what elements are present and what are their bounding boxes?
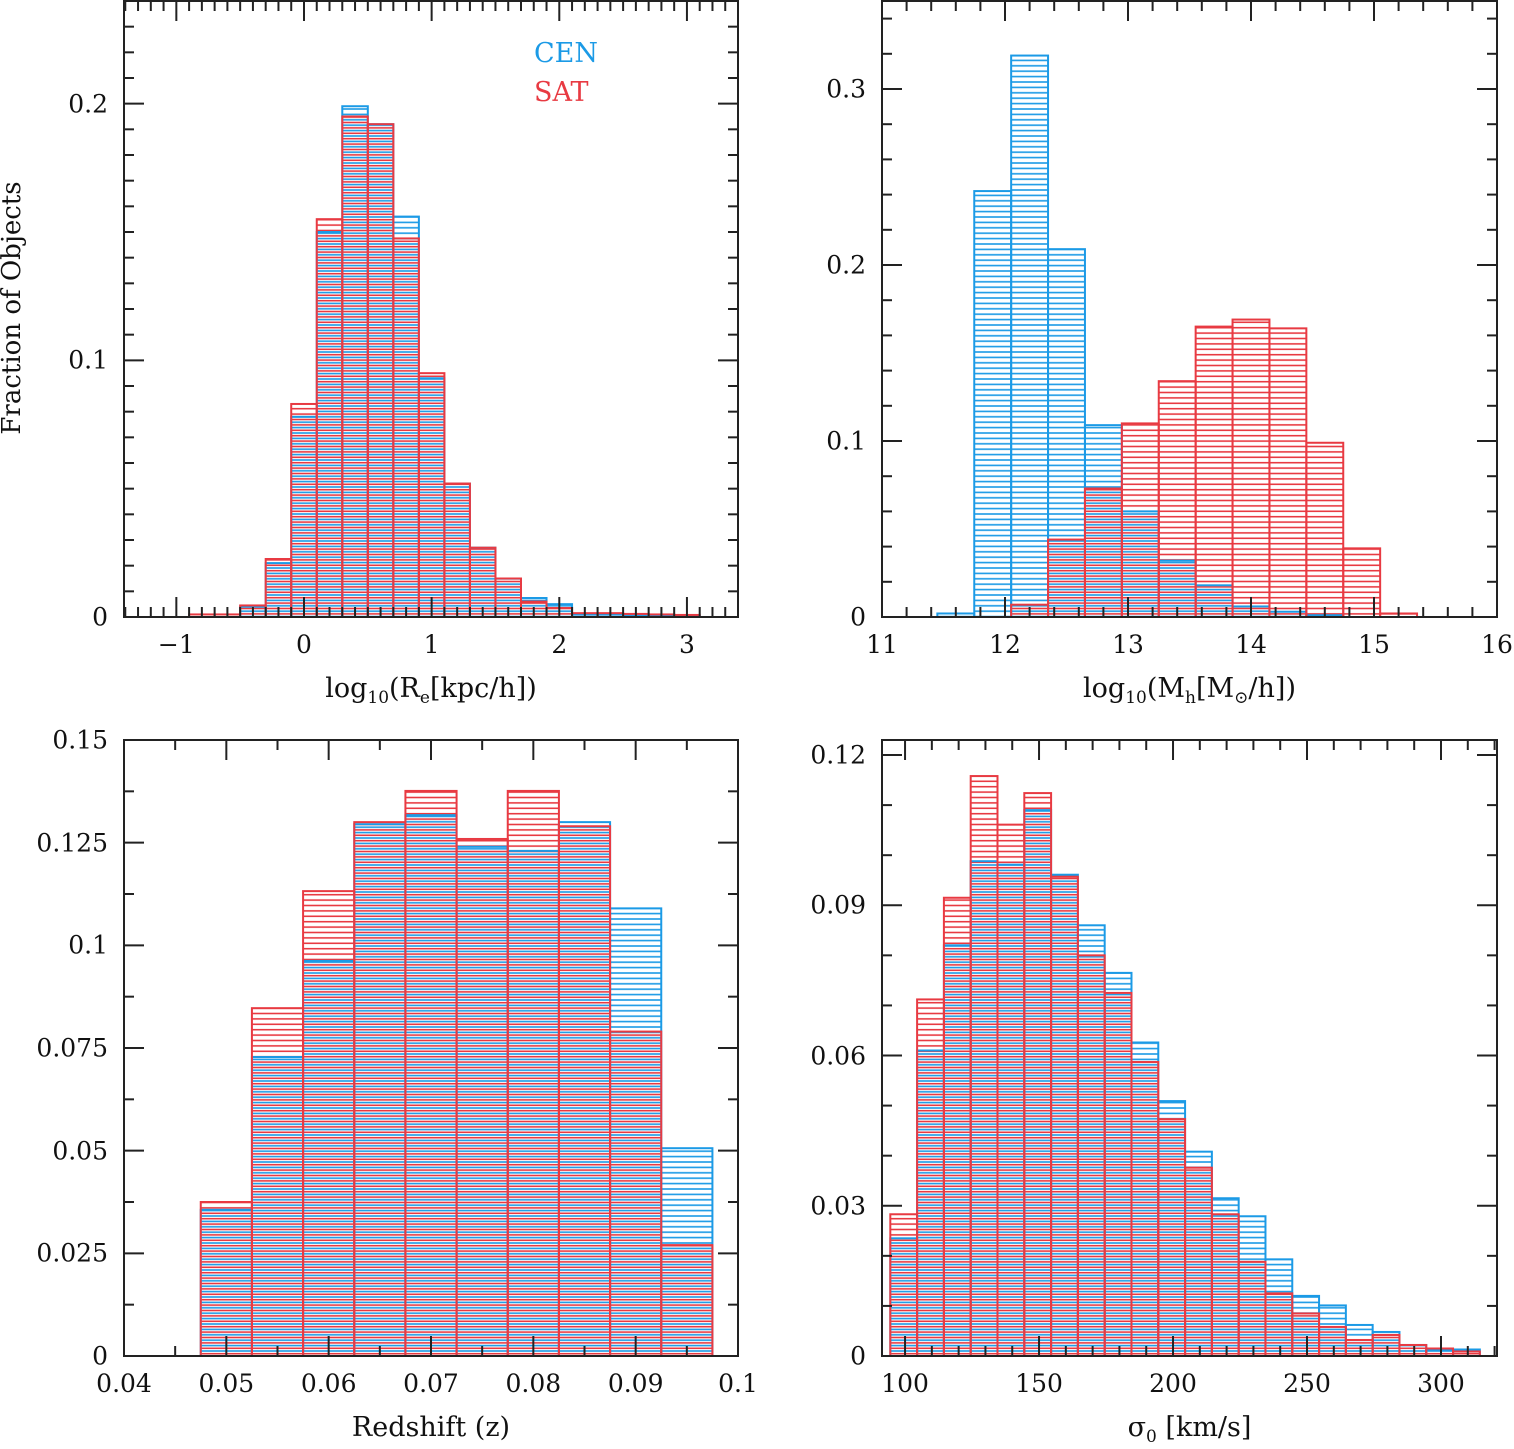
- panel-1-x-tick-label: −1: [157, 630, 195, 659]
- panel-3-y-tick-label: 0.1: [68, 930, 108, 960]
- axis-label-part: [kpc/h]): [429, 673, 537, 704]
- panel-3-x-tick-label: 0.05: [198, 1369, 255, 1398]
- panel-4-x-tick-label: 300: [1417, 1369, 1465, 1398]
- panel-1-x-tick-label: 0: [296, 630, 312, 659]
- panel-4-sat-fill: [890, 776, 1480, 1356]
- panel-2-x-tick-label: 16: [1481, 630, 1513, 659]
- panel-4-x-tick-label: 150: [1015, 1369, 1063, 1398]
- panel-2-frame: [881, 0, 1498, 618]
- panel-3-x-tick-label: 0.09: [607, 1369, 664, 1398]
- panel-1-x-tick-label: 3: [678, 630, 695, 659]
- panel-1-x-axis-label: log10(Re[kpc/h]): [325, 673, 537, 708]
- panel-4-y-tick-label: 0.09: [810, 890, 866, 920]
- panel-2-y-tick-label: 0.2: [826, 250, 866, 280]
- panel-4-y-tick-label: 0.03: [810, 1191, 866, 1221]
- axis-label-part: 10: [1125, 688, 1147, 708]
- panel-2-x-axis-label: log10(Mh[M⊙/h]): [1083, 673, 1296, 708]
- panel-2-x-tick-label: 13: [1112, 630, 1144, 659]
- axis-label-part: log: [1083, 673, 1126, 704]
- panel-4-x-tick-label: 200: [1149, 1369, 1197, 1398]
- panel-3-x-tick-label: 0.04: [96, 1369, 152, 1398]
- axis-label-part: e: [419, 688, 430, 708]
- panel-1-x-tick-label: 2: [551, 630, 568, 659]
- legend-cen: CEN: [534, 38, 598, 69]
- panel-4-x-tick-label: 100: [881, 1369, 929, 1398]
- panel-3-x-tick-label: 0.06: [300, 1369, 357, 1398]
- panel-4-y-tick-label: 0: [850, 1341, 866, 1371]
- panel-2-y-tick-label: 0: [850, 602, 866, 632]
- panel-2-cen-fill: [900, 55, 1418, 618]
- axis-label-part: log: [325, 673, 368, 704]
- panel-1-y-tick-label: 0.1: [68, 345, 108, 375]
- panel-1-y-tick-label: 0.2: [68, 89, 108, 119]
- panel-3-y-tick-label: 0.075: [36, 1033, 108, 1063]
- panel-1-y-tick-label: 0: [92, 602, 108, 632]
- panel-1-x-tick-label: 1: [423, 630, 440, 659]
- panel-4-x-tick-label: 250: [1283, 1369, 1331, 1398]
- panel-2-y-tick-label: 0.1: [826, 426, 866, 456]
- panel-4-x-axis-label: σ0 [km/s]: [1128, 1412, 1252, 1447]
- panel-4-frame: [881, 739, 1498, 1357]
- panel-4-y-tick-label: 0.12: [810, 740, 866, 770]
- panel-3-y-tick-label: 0.15: [52, 725, 108, 755]
- axis-label-part: h: [1185, 688, 1196, 708]
- axis-label-part: ⊙: [1234, 688, 1249, 708]
- y-axis-label: Fraction of Objects: [0, 181, 27, 435]
- panel-3-x-tick-label: 0.07: [403, 1369, 459, 1398]
- panel-2-y-tick-label: 0.3: [826, 74, 866, 104]
- panel-2-x-tick-label: 12: [989, 630, 1021, 659]
- panel-3-x-tick-label: 0.08: [505, 1369, 562, 1398]
- panel-2-x-tick-label: 15: [1358, 630, 1390, 659]
- axis-label-part: [km/s]: [1156, 1412, 1252, 1443]
- panel-3-y-tick-label: 0.025: [36, 1238, 108, 1268]
- panel-3-x-tick-label: 0.1: [718, 1369, 758, 1398]
- axis-label-part: Redshift (z): [351, 1412, 511, 1443]
- axis-label-part: [M: [1195, 673, 1235, 704]
- axis-label-part: /h]): [1248, 673, 1296, 704]
- axis-label-part: 0: [1146, 1427, 1157, 1447]
- axis-label-part: σ: [1127, 1412, 1147, 1443]
- axis-label-part: 10: [367, 688, 390, 708]
- panel-3-y-tick-label: 0.05: [52, 1136, 108, 1166]
- panel-2-x-tick-label: 11: [866, 630, 898, 659]
- legend-sat: SAT: [534, 77, 589, 108]
- panel-3-y-tick-label: 0.125: [36, 828, 108, 858]
- panel-3-y-tick-label: 0: [92, 1341, 108, 1371]
- axis-label-part: (R: [389, 673, 420, 704]
- panel-3-x-axis-label: Redshift (z): [352, 1412, 510, 1443]
- panel-2-x-tick-label: 14: [1235, 630, 1267, 659]
- panel-4-y-tick-label: 0.06: [810, 1041, 866, 1070]
- axis-label-part: (M: [1146, 673, 1186, 704]
